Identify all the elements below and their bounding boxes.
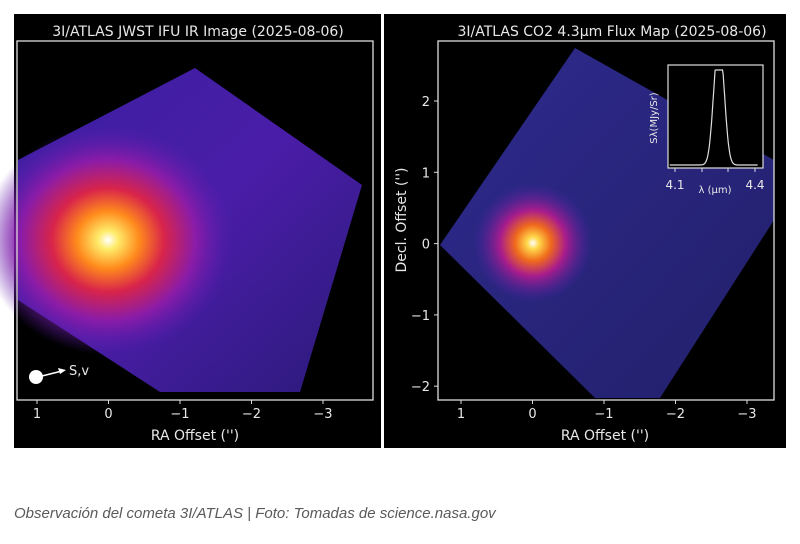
x-tick-label: −3	[313, 407, 332, 422]
inset-spectrum: 4.1 4.4 λ (µm) Sλ(MJy/Sr)	[649, 64, 765, 196]
x-tick-label: −1	[170, 407, 189, 422]
x-tick-label: −3	[737, 407, 756, 422]
x-axis-label: RA Offset ('')	[151, 428, 239, 444]
heatmap-peak	[473, 183, 593, 303]
y-tick-label: 1	[422, 166, 430, 181]
direction-annotation: S,v	[69, 364, 89, 379]
y-tick-label: 2	[422, 95, 430, 110]
sun-direction-marker	[29, 370, 43, 384]
x-axis-label: RA Offset ('')	[561, 428, 649, 444]
inset-frame	[667, 64, 764, 169]
x-tick-label: 0	[528, 407, 536, 422]
chart-title: 3I/ATLAS CO2 4.3µm Flux Map (2025-08-06)	[457, 24, 766, 40]
x-tick-label: 0	[104, 407, 112, 422]
inset-y-label: Sλ(MJy/Sr)	[649, 92, 660, 143]
image-caption: Observación del cometa 3I/ATLAS | Foto: …	[14, 505, 496, 522]
plot-frame	[437, 40, 775, 401]
panel-co2-flux-map: 3I/ATLAS CO2 4.3µm Flux Map (2025-08-06)…	[394, 24, 775, 444]
x-tick-label: −1	[594, 407, 613, 422]
panel-ir-image: 3I/ATLAS JWST IFU IR Image (2025-08-06) …	[0, 24, 374, 444]
heatmap-peak	[0, 125, 233, 355]
x-tick-label: −2	[666, 407, 685, 422]
plot-frame	[16, 40, 374, 401]
y-tick-label: 0	[422, 238, 430, 253]
arrow-head-icon	[58, 368, 66, 374]
inset-xtick-label: 4.1	[665, 178, 684, 192]
x-tick-label: −2	[242, 407, 261, 422]
inset-xtick-label: 4.4	[745, 178, 764, 192]
x-tick-label: 1	[457, 407, 465, 422]
chart-title: 3I/ATLAS JWST IFU IR Image (2025-08-06)	[52, 24, 343, 40]
y-tick-label: −1	[411, 309, 430, 324]
x-tick-label: 1	[33, 407, 41, 422]
y-axis-label: Decl. Offset ('')	[394, 167, 410, 272]
inset-x-label: λ (µm)	[698, 185, 731, 196]
y-tick-label: −2	[411, 380, 430, 395]
spectrum-line	[669, 69, 758, 166]
direction-arrow	[41, 370, 63, 377]
